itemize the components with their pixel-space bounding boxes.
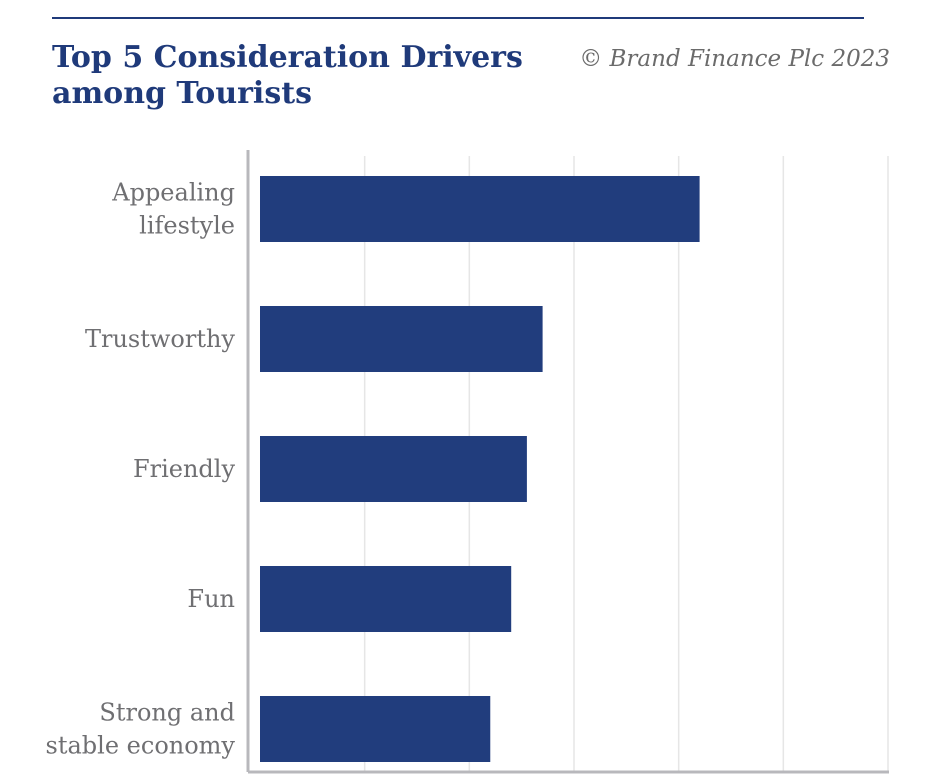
bar-5 [260,696,491,762]
bar-4 [260,566,512,632]
category-label-5: Strong and stable economy [46,699,236,760]
bar-3 [260,436,527,502]
chart-title: Top 5 Consideration Drivers among Touris… [52,40,523,111]
category-label-3: Friendly [133,455,236,483]
copyright-credit: © Brand Finance Plc 2023 [579,46,890,72]
category-label-4: Fun [187,585,235,613]
category-label-1: Appealing lifestyle [111,179,235,240]
category-labels: Appealing lifestyle Trustworthy Friendly Fun… [46,179,236,760]
category-label-2: Trustworthy [85,325,235,353]
bar-2 [260,306,543,372]
top-divider [52,17,864,19]
bars [260,176,700,762]
axes [246,150,889,774]
bar-1 [260,176,700,242]
